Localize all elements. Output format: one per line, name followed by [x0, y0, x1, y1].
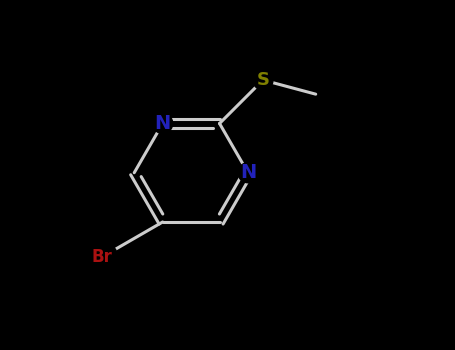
Circle shape	[153, 113, 173, 133]
Text: N: N	[155, 114, 171, 133]
Circle shape	[86, 241, 117, 273]
Text: S: S	[257, 71, 269, 89]
Text: N: N	[240, 163, 256, 182]
Text: Br: Br	[91, 248, 112, 266]
Circle shape	[253, 70, 273, 90]
Circle shape	[238, 163, 258, 183]
